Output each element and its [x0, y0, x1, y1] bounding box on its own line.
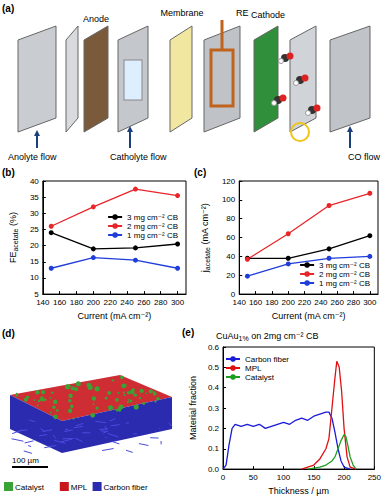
svg-text:(d): (d) [2, 328, 15, 339]
svg-text:15: 15 [30, 257, 39, 266]
svg-text:0.5: 0.5 [208, 363, 220, 372]
svg-text:100: 100 [222, 195, 236, 204]
svg-text:on 2mg cm⁻² CB: on 2mg cm⁻² CB [249, 331, 319, 341]
svg-text:180: 180 [70, 298, 84, 307]
svg-text:20: 20 [226, 271, 235, 280]
svg-text:j: j [200, 270, 210, 273]
svg-text:220: 220 [104, 298, 118, 307]
svg-text:RE: RE [236, 8, 249, 18]
svg-text:(%): (%) [8, 212, 18, 229]
svg-text:80: 80 [226, 214, 235, 223]
svg-text:1 mg cm⁻² CB: 1 mg cm⁻² CB [319, 279, 370, 288]
svg-text:100: 100 [277, 473, 291, 482]
svg-text:100 µm: 100 µm [12, 456, 39, 465]
svg-text:acetate: acetate [12, 228, 19, 251]
svg-text:40: 40 [30, 177, 39, 186]
svg-text:5: 5 [34, 289, 39, 299]
svg-text:280: 280 [154, 298, 168, 307]
svg-text:0.1: 0.1 [208, 444, 220, 453]
svg-text:Cathode: Cathode [251, 10, 285, 20]
svg-text:Current (mA cm⁻²): Current (mA cm⁻²) [272, 311, 346, 321]
svg-text:Catholyte flow: Catholyte flow [110, 152, 167, 162]
svg-text:140: 140 [233, 298, 247, 307]
svg-text:200: 200 [337, 473, 351, 482]
svg-text:35: 35 [30, 193, 39, 202]
svg-text:Catalyst: Catalyst [245, 373, 275, 382]
svg-text:1%: 1% [239, 335, 249, 342]
svg-text:60: 60 [226, 233, 235, 242]
svg-text:240: 240 [120, 298, 134, 307]
svg-text:FE: FE [8, 252, 18, 264]
svg-text:(c): (c) [194, 167, 206, 178]
svg-text:140: 140 [36, 298, 50, 307]
svg-text:50: 50 [249, 473, 258, 482]
svg-text:40: 40 [226, 252, 235, 261]
svg-text:2 mg cm⁻² CB: 2 mg cm⁻² CB [319, 270, 370, 279]
svg-text:Membrane: Membrane [160, 8, 203, 18]
svg-text:260: 260 [331, 298, 345, 307]
svg-text:Catalyst: Catalyst [15, 483, 45, 492]
svg-text:10: 10 [30, 273, 39, 282]
svg-text:(e): (e) [182, 327, 194, 338]
svg-text:30: 30 [30, 209, 39, 218]
svg-text:(mA cm⁻²): (mA cm⁻²) [200, 203, 210, 247]
svg-text:Current (mA cm⁻²): Current (mA cm⁻²) [78, 311, 152, 321]
svg-text:Anode: Anode [83, 14, 109, 24]
svg-text:2 mg cm⁻² CB: 2 mg cm⁻² CB [127, 222, 178, 231]
svg-text:180: 180 [265, 298, 279, 307]
svg-text:260: 260 [137, 298, 151, 307]
svg-text:MPL: MPL [71, 483, 88, 492]
svg-text:Carbon fiber: Carbon fiber [104, 483, 148, 492]
svg-text:Thickness / µm: Thickness / µm [268, 486, 329, 496]
svg-text:200: 200 [87, 298, 101, 307]
svg-text:0.3: 0.3 [208, 404, 220, 413]
svg-text:200: 200 [282, 298, 296, 307]
svg-text:3 mg cm⁻² CB: 3 mg cm⁻² CB [127, 213, 178, 222]
svg-text:300: 300 [363, 298, 377, 307]
svg-text:(b): (b) [2, 167, 15, 178]
svg-text:150: 150 [307, 473, 321, 482]
svg-text:250: 250 [368, 473, 382, 482]
svg-text:1 mg cm⁻² CB: 1 mg cm⁻² CB [127, 231, 178, 240]
svg-text:3 mg cm⁻² CB: 3 mg cm⁻² CB [319, 261, 370, 270]
svg-text:160: 160 [53, 298, 67, 307]
svg-text:120: 120 [222, 177, 236, 186]
svg-text:(a): (a) [2, 3, 14, 14]
svg-text:240: 240 [314, 298, 328, 307]
svg-text:MPL: MPL [245, 364, 262, 373]
svg-text:280: 280 [347, 298, 361, 307]
svg-text:0.6: 0.6 [208, 343, 220, 352]
svg-text:Material fraction: Material fraction [188, 376, 198, 440]
svg-text:CO flow: CO flow [348, 152, 381, 162]
svg-text:20: 20 [30, 241, 39, 250]
svg-text:0.2: 0.2 [208, 424, 220, 433]
svg-text:0.4: 0.4 [208, 383, 220, 392]
svg-text:CuAu: CuAu [216, 331, 239, 341]
svg-text:25: 25 [30, 225, 39, 234]
svg-text:0: 0 [230, 289, 236, 299]
svg-text:acetate: acetate [204, 247, 211, 270]
svg-text:Anolyte flow: Anolyte flow [8, 152, 57, 162]
svg-text:Carbon fiber: Carbon fiber [245, 355, 289, 364]
svg-text:160: 160 [249, 298, 263, 307]
svg-text:0: 0 [221, 473, 226, 482]
svg-text:220: 220 [298, 298, 312, 307]
svg-text:0.0: 0.0 [208, 465, 220, 474]
svg-text:300: 300 [171, 298, 185, 307]
